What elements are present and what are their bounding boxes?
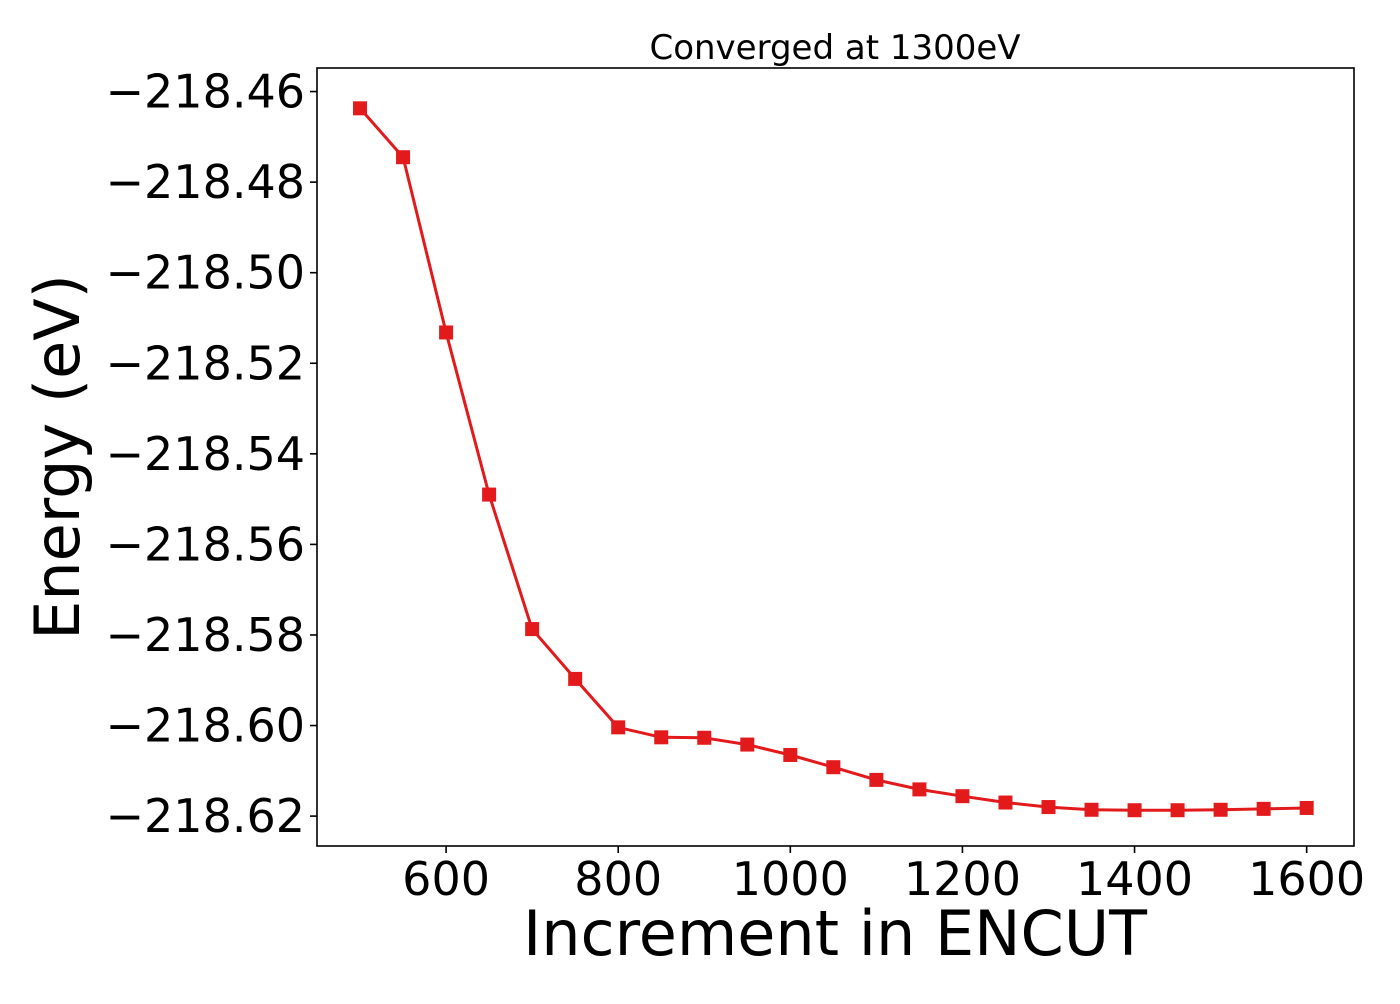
- data-point-marker: [955, 789, 970, 804]
- data-point-marker: [1170, 803, 1185, 818]
- data-point-marker: [482, 487, 497, 502]
- data-point-marker: [1041, 800, 1056, 815]
- data-point-marker: [1299, 800, 1314, 815]
- y-tick-label: −218.56: [106, 517, 306, 571]
- data-point-marker: [1256, 801, 1271, 816]
- data-point-marker: [654, 730, 669, 745]
- y-tick-label: −218.50: [106, 246, 306, 300]
- data-point-marker: [1084, 802, 1099, 817]
- x-tick-label: 1000: [732, 852, 849, 906]
- data-point-marker: [869, 772, 884, 787]
- y-axis: −218.46 −218.48 −218.50 −218.52 −218.54 −218.…: [106, 65, 317, 843]
- plot-frame: [316, 67, 1355, 847]
- x-tick-label: 600: [402, 852, 490, 906]
- y-axis-label: Energy (eV): [21, 274, 94, 640]
- x-tick-label: 800: [574, 852, 662, 906]
- y-tick-label: −218.62: [106, 789, 306, 843]
- x-axis: 600 800 1000 1200 1400 1600: [402, 846, 1365, 906]
- y-tick-label: −218.54: [106, 427, 306, 481]
- y-tick-label: −218.46: [106, 65, 306, 119]
- data-point-marker: [697, 730, 712, 745]
- y-tick-label: −218.60: [106, 699, 306, 753]
- data-point-marker: [353, 101, 368, 116]
- y-tick-label: −218.52: [106, 336, 306, 390]
- data-point-marker: [998, 795, 1013, 810]
- x-axis-label: Increment in ENCUT: [523, 897, 1148, 970]
- y-tick-label: −218.58: [106, 608, 306, 662]
- series-line: [358, 107, 1307, 812]
- data-point-marker: [740, 737, 755, 752]
- data-point-marker: [783, 747, 798, 762]
- y-tick-label: −218.48: [106, 155, 306, 209]
- data-point-marker: [525, 622, 540, 637]
- data-point-marker: [912, 782, 927, 797]
- data-point-marker: [439, 325, 454, 340]
- data-point-marker: [611, 720, 626, 735]
- x-tick-label: 1400: [1076, 852, 1193, 906]
- x-tick-label: 1600: [1248, 852, 1365, 906]
- data-point-marker: [396, 150, 411, 165]
- data-point-marker: [1213, 802, 1228, 817]
- x-tick-label: 1200: [904, 852, 1021, 906]
- series-layer: [353, 101, 1314, 818]
- data-point-marker: [826, 760, 841, 775]
- data-point-marker: [568, 671, 583, 686]
- chart-title: Converged at 1300eV: [649, 28, 1020, 68]
- data-point-marker: [1127, 803, 1142, 818]
